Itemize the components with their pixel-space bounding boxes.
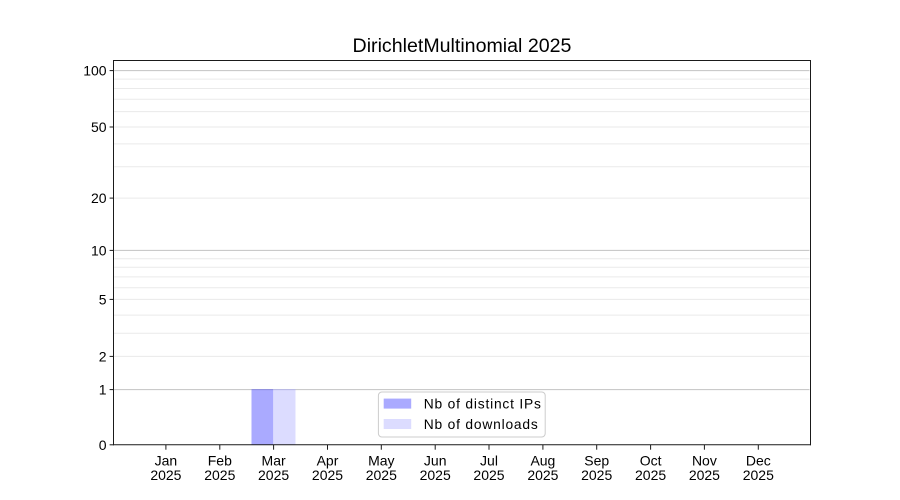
svg-text:2025: 2025 [527, 467, 558, 483]
svg-text:2025: 2025 [150, 467, 181, 483]
svg-text:100: 100 [83, 63, 107, 79]
svg-text:Dec: Dec [746, 453, 771, 469]
svg-text:2025: 2025 [635, 467, 666, 483]
svg-text:Nb of distinct IPs: Nb of distinct IPs [424, 396, 542, 411]
svg-text:Apr: Apr [317, 453, 339, 469]
svg-text:Feb: Feb [208, 453, 232, 469]
svg-text:1: 1 [99, 382, 107, 398]
svg-text:Jan: Jan [155, 453, 178, 469]
svg-text:5: 5 [99, 291, 107, 307]
svg-text:2025: 2025 [312, 467, 343, 483]
svg-text:Nb of downloads: Nb of downloads [424, 417, 539, 432]
svg-text:Oct: Oct [640, 453, 662, 469]
svg-text:Jul: Jul [480, 453, 498, 469]
svg-text:DirichletMultinomial 2025: DirichletMultinomial 2025 [353, 35, 572, 57]
svg-text:2025: 2025 [258, 467, 289, 483]
svg-text:2025: 2025 [420, 467, 451, 483]
svg-text:2025: 2025 [204, 467, 235, 483]
svg-text:Jun: Jun [424, 453, 447, 469]
svg-text:Aug: Aug [530, 453, 555, 469]
svg-text:0: 0 [99, 437, 107, 453]
svg-text:May: May [368, 453, 394, 469]
svg-text:2025: 2025 [689, 467, 720, 483]
svg-text:2025: 2025 [581, 467, 612, 483]
svg-text:10: 10 [91, 242, 107, 258]
svg-text:50: 50 [91, 119, 107, 135]
svg-text:2025: 2025 [366, 467, 397, 483]
svg-text:2: 2 [99, 348, 107, 364]
svg-text:2025: 2025 [743, 467, 774, 483]
svg-text:Nov: Nov [692, 453, 717, 469]
svg-text:2025: 2025 [473, 467, 504, 483]
svg-text:Mar: Mar [262, 453, 286, 469]
svg-text:Sep: Sep [584, 453, 609, 469]
svg-text:20: 20 [91, 190, 107, 206]
